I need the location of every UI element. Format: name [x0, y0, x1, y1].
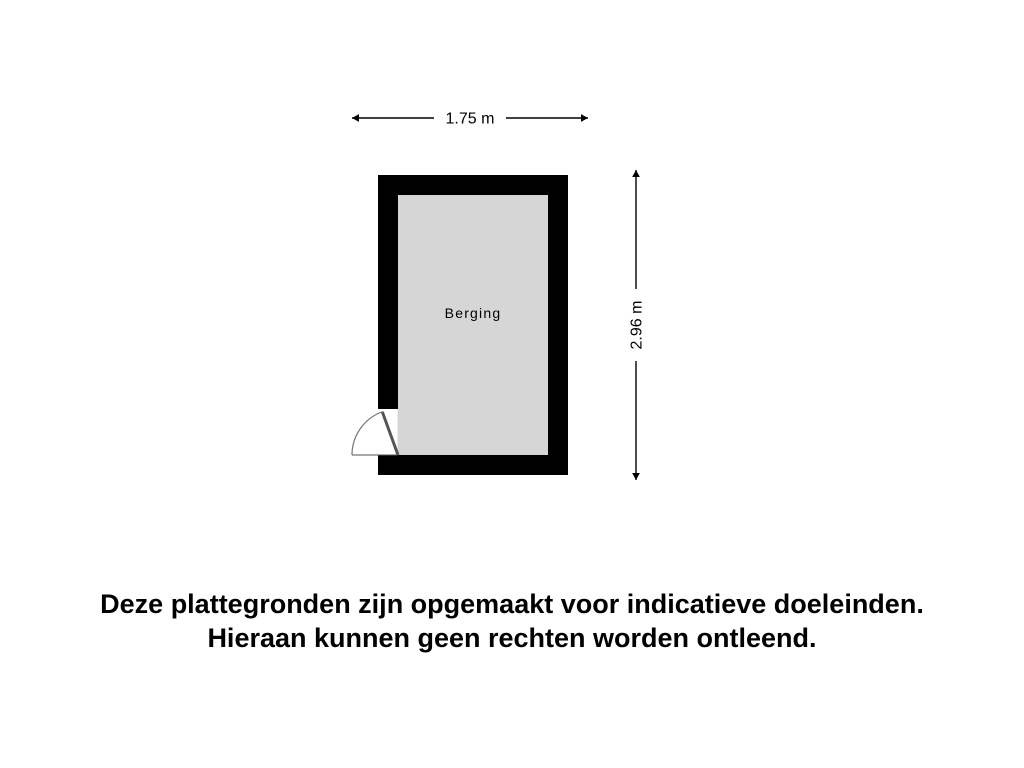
disclaimer-line2: Hieraan kunnen geen rechten worden ontle…	[207, 623, 816, 653]
disclaimer-line1: Deze plattegronden zijn opgemaakt voor i…	[100, 589, 924, 619]
room-label: Berging	[445, 305, 502, 321]
door-swing-arc	[352, 412, 382, 455]
room-interior	[398, 195, 548, 455]
floorplan-stage: Berging 1.75 m 2.96 m Deze plattegronden z…	[0, 0, 1024, 768]
disclaimer-text: Deze plattegronden zijn opgemaakt voor i…	[0, 588, 1024, 656]
dimension-height-label: 2.96 m	[629, 301, 646, 350]
dimension-width-label: 1.75 m	[446, 111, 495, 128]
wall-corner-nub	[378, 455, 398, 475]
